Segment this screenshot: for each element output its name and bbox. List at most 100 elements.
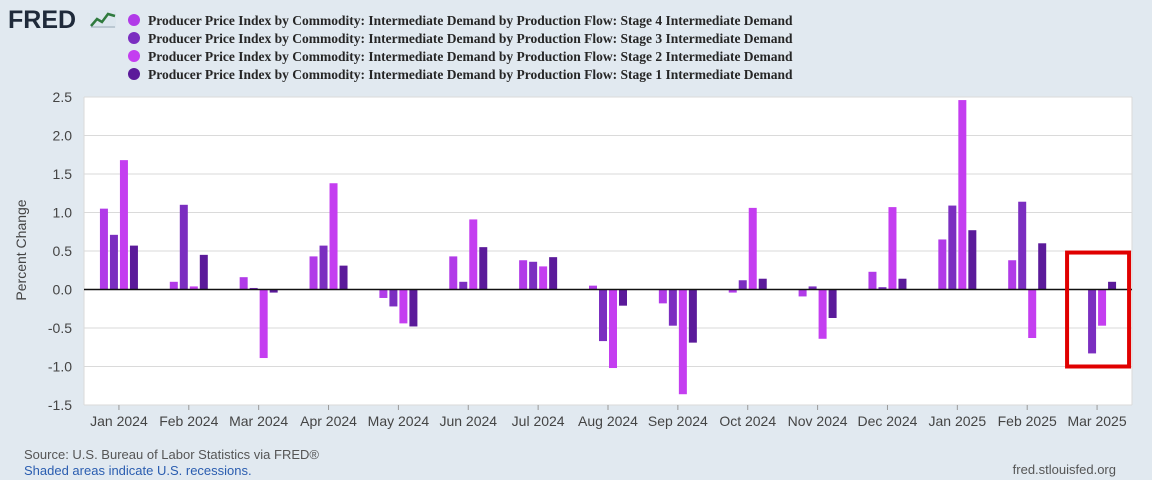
bar[interactable]: [1008, 260, 1017, 290]
bar[interactable]: [449, 256, 458, 290]
bar[interactable]: [109, 234, 118, 290]
source-text: Source: U.S. Bureau of Labor Statistics …: [24, 447, 319, 462]
y-tick-label: 0.5: [53, 243, 73, 259]
bar[interactable]: [619, 289, 627, 306]
legend-dot: [128, 50, 140, 62]
y-tick-label: 0.0: [53, 282, 73, 298]
bar[interactable]: [818, 289, 827, 339]
x-tick-label: Jan 2024: [90, 413, 148, 429]
bar[interactable]: [529, 261, 538, 290]
x-tick-label: Jun 2024: [439, 413, 497, 429]
footer-source: Source: U.S. Bureau of Labor Statistics …: [24, 447, 319, 479]
x-tick-label: Mar 2025: [1067, 413, 1126, 429]
bar[interactable]: [688, 289, 697, 343]
legend-item-stage4[interactable]: Producer Price Index by Commodity: Inter…: [128, 12, 793, 30]
bar[interactable]: [738, 280, 747, 290]
bar[interactable]: [239, 277, 248, 290]
x-tick-label: Apr 2024: [300, 413, 357, 429]
x-tick-labels: Jan 2024 Feb 2024 Mar 2024 Apr 2024 May 2024…: [90, 405, 1127, 429]
bar[interactable]: [309, 256, 318, 290]
bar[interactable]: [1018, 201, 1027, 290]
site-url[interactable]: fred.stlouisfed.org: [1012, 462, 1116, 477]
bar[interactable]: [479, 247, 488, 290]
bar[interactable]: [609, 289, 617, 369]
bar[interactable]: [798, 289, 807, 297]
legend-label: Producer Price Index by Commodity: Inter…: [148, 13, 793, 28]
bar[interactable]: [958, 100, 967, 290]
bar[interactable]: [199, 254, 208, 290]
bar[interactable]: [169, 281, 178, 290]
bar[interactable]: [539, 266, 548, 290]
x-tick-label: May 2024: [368, 413, 430, 429]
bar[interactable]: [668, 289, 677, 326]
recession-note[interactable]: Shaded areas indicate U.S. recessions.: [24, 463, 252, 478]
bar[interactable]: [938, 239, 947, 290]
legend-label: Producer Price Index by Commodity: Inter…: [148, 67, 793, 82]
bar[interactable]: [868, 271, 877, 290]
y-tick-label: 1.5: [53, 166, 73, 182]
legend-dot: [128, 68, 140, 80]
bar[interactable]: [828, 289, 837, 318]
bar[interactable]: [399, 289, 408, 324]
bar[interactable]: [1108, 281, 1117, 290]
x-tick-label: Oct 2024: [719, 413, 776, 429]
bar[interactable]: [748, 207, 757, 290]
bar[interactable]: [589, 285, 597, 290]
bar[interactable]: [389, 289, 398, 307]
bar[interactable]: [658, 289, 667, 304]
bar[interactable]: [329, 183, 338, 290]
chart-legend: Producer Price Index by Commodity: Inter…: [128, 12, 793, 84]
bar[interactable]: [549, 257, 558, 290]
bar[interactable]: [339, 265, 348, 290]
legend-item-stage2[interactable]: Producer Price Index by Commodity: Inter…: [128, 48, 793, 66]
bar[interactable]: [808, 286, 817, 290]
bar[interactable]: [888, 207, 897, 290]
bar[interactable]: [1038, 243, 1047, 290]
y-tick-label: 1.0: [53, 205, 73, 221]
y-tick-label: 2.5: [53, 89, 73, 105]
legend-label: Producer Price Index by Commodity: Inter…: [148, 49, 793, 64]
bar[interactable]: [179, 204, 188, 290]
bar[interactable]: [948, 205, 957, 290]
bar[interactable]: [519, 260, 528, 290]
legend-item-stage1[interactable]: Producer Price Index by Commodity: Inter…: [128, 66, 793, 84]
bar[interactable]: [259, 289, 268, 359]
bar[interactable]: [678, 289, 687, 395]
bar[interactable]: [728, 289, 737, 293]
y-tick-label: -1.0: [48, 359, 72, 375]
bar[interactable]: [469, 219, 478, 290]
y-tick-labels: 2.5 2.0 1.5 1.0 0.5 0.0 -0.5 -1.0 -1.5: [48, 89, 72, 413]
bar[interactable]: [379, 289, 388, 298]
x-tick-label: Aug 2024: [578, 413, 638, 429]
bars: [84, 100, 1132, 395]
fred-logo[interactable]: FRED: [8, 6, 77, 34]
x-tick-label: Nov 2024: [788, 413, 848, 429]
bar[interactable]: [119, 160, 128, 290]
bar[interactable]: [249, 287, 258, 290]
legend-dot: [128, 32, 140, 44]
legend-item-stage3[interactable]: Producer Price Index by Commodity: Inter…: [128, 30, 793, 48]
legend-dot: [128, 14, 140, 26]
highlight-box: [1065, 250, 1132, 369]
x-tick-label: Jan 2025: [929, 413, 987, 429]
bar[interactable]: [129, 245, 138, 290]
bar[interactable]: [1088, 289, 1097, 354]
bar[interactable]: [878, 287, 887, 290]
x-tick-label: Feb 2024: [159, 413, 218, 429]
bar[interactable]: [1098, 289, 1107, 326]
bar[interactable]: [99, 208, 108, 290]
bar[interactable]: [409, 289, 418, 327]
bar[interactable]: [189, 286, 198, 290]
bar[interactable]: [599, 289, 607, 342]
bar[interactable]: [1028, 289, 1037, 339]
bar[interactable]: [459, 281, 468, 290]
legend-label: Producer Price Index by Commodity: Inter…: [148, 31, 793, 46]
x-tick-label: Dec 2024: [857, 413, 917, 429]
bar[interactable]: [898, 278, 907, 290]
line-chart-icon: [90, 10, 116, 28]
bar[interactable]: [968, 230, 977, 290]
bar[interactable]: [758, 278, 767, 290]
bar[interactable]: [319, 245, 328, 290]
bar[interactable]: [269, 289, 278, 293]
y-axis-label: Percent Change: [13, 199, 29, 300]
